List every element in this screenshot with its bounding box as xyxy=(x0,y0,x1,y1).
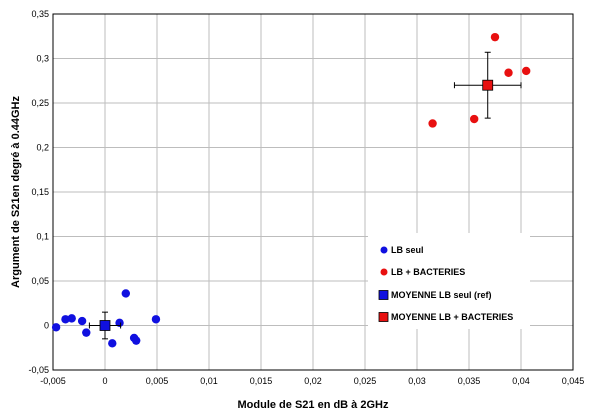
y-tick-label: 0,3 xyxy=(36,54,49,64)
x-tick-label: 0,01 xyxy=(200,376,218,386)
y-tick-label: 0,2 xyxy=(36,143,49,153)
x-tick-label: 0,03 xyxy=(408,376,426,386)
legend-box xyxy=(368,233,530,329)
x-axis-tick-labels: -0,005 0 0,005 0,01 0,015 0,02 0,025 0,03 0,035 0… xyxy=(40,376,584,386)
data-point xyxy=(151,315,161,324)
data-marks xyxy=(51,32,531,348)
legend: LB seul LB + BACTERIES MOYENNE LB seul (re… xyxy=(368,233,530,329)
data-point xyxy=(470,114,479,124)
plot-area-frame xyxy=(52,13,574,371)
x-tick-label: 0,035 xyxy=(458,376,481,386)
y-axis-tick-labels: -0,05 0 0,05 0,1 0,15 0,2 0,25 0,3 0,35 xyxy=(28,9,49,375)
y-tick-label: 0,35 xyxy=(31,9,49,19)
mean-square-point xyxy=(99,320,111,331)
data-point xyxy=(132,336,141,345)
data-point xyxy=(51,323,61,332)
data-point xyxy=(428,119,437,128)
x-tick-label: 0,02 xyxy=(304,376,322,386)
x-tick-label: 0 xyxy=(102,376,107,386)
y-tick-label: 0 xyxy=(44,321,49,331)
data-point xyxy=(82,328,91,337)
data-point xyxy=(77,316,87,326)
legend-label: MOYENNE LB + BACTERIES xyxy=(391,312,513,322)
x-tick-label: 0,025 xyxy=(354,376,377,386)
data-point xyxy=(61,315,70,324)
data-point xyxy=(490,32,500,42)
data-point xyxy=(108,339,117,348)
data-point xyxy=(67,314,76,323)
legend-swatch-square xyxy=(378,312,389,322)
y-axis-title: Argument de S21en degré à 0.44GHz xyxy=(10,96,22,288)
legend-label: LB seul xyxy=(391,245,424,255)
data-point xyxy=(115,318,124,328)
data-point xyxy=(121,289,130,298)
legend-swatch-circle xyxy=(380,246,388,254)
legend-swatch-circle xyxy=(380,268,388,276)
y-tick-label: -0,05 xyxy=(28,365,49,375)
legend-label: MOYENNE LB seul (ref) xyxy=(391,290,492,300)
data-point xyxy=(504,68,513,77)
y-tick-label: 0,1 xyxy=(36,232,49,242)
x-tick-label: 0,045 xyxy=(562,376,585,386)
mean-square-point xyxy=(482,79,494,91)
x-tick-label: 0,04 xyxy=(512,376,530,386)
y-tick-label: 0,15 xyxy=(31,187,49,197)
x-tick-label: 0,005 xyxy=(146,376,169,386)
y-tick-label: 0,25 xyxy=(31,98,49,108)
x-tick-label: 0,015 xyxy=(250,376,273,386)
legend-swatch-square xyxy=(378,290,389,300)
legend-label: LB + BACTERIES xyxy=(391,267,465,277)
x-axis-title: Module de S21 en dB à 2GHz xyxy=(238,399,389,411)
y-tick-label: 0,05 xyxy=(31,276,49,286)
data-point xyxy=(522,66,531,76)
x-tick-label: -0,005 xyxy=(40,376,66,386)
